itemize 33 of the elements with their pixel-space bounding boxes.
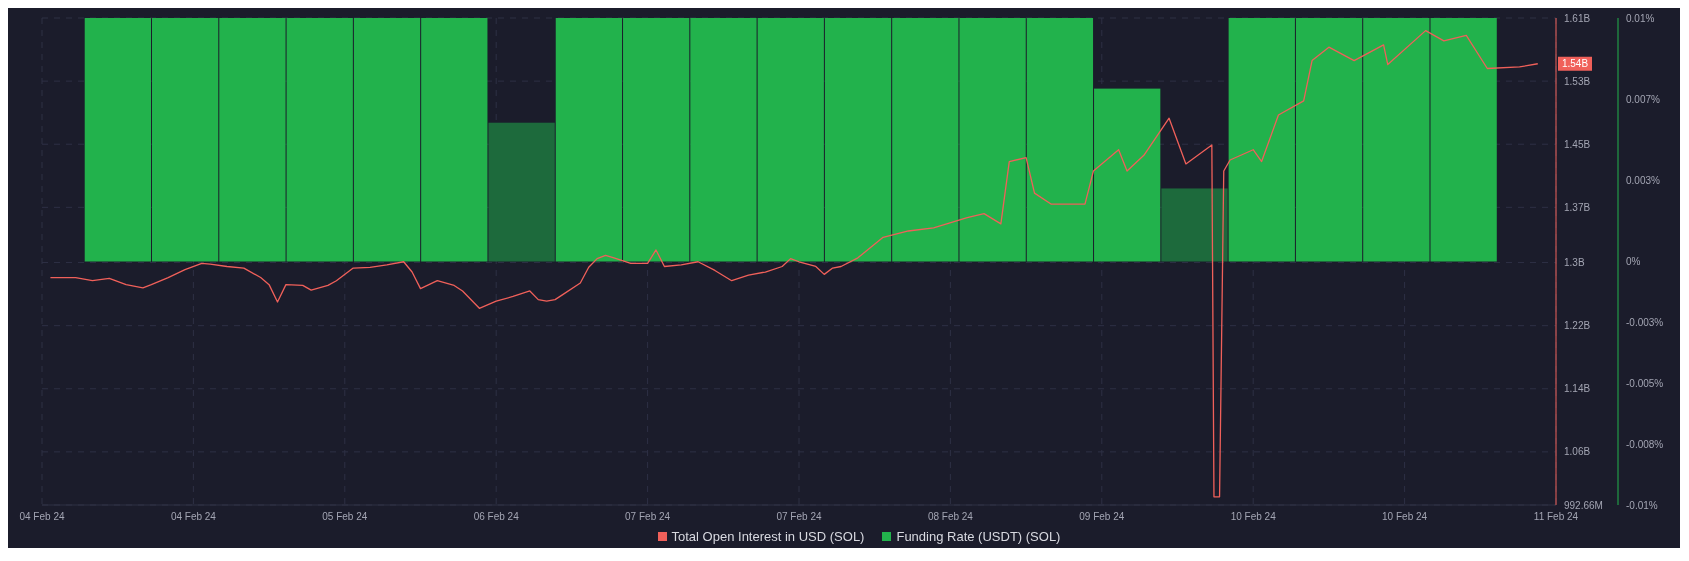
bar xyxy=(488,122,555,262)
x-tick-label: 04 Feb 24 xyxy=(170,511,217,523)
y2-tick-label: -0.005% xyxy=(1626,377,1664,389)
y-tick-label: 992.66M xyxy=(1564,499,1603,511)
y2-tick-label: 0.007% xyxy=(1626,93,1661,105)
y-tick-label: 1.53B xyxy=(1564,75,1591,87)
x-tick-label: 10 Feb 24 xyxy=(1230,511,1277,523)
y-tick-label: 1.45B xyxy=(1564,138,1591,150)
y2-tick-label: -0.003% xyxy=(1626,316,1664,328)
x-tick-label: 11 Feb 24 xyxy=(1533,511,1579,523)
y-tick-label: 1.37B xyxy=(1564,201,1591,213)
x-tick-label: 05 Feb 24 xyxy=(322,511,368,523)
x-tick-label: 04 Feb 24 xyxy=(19,511,65,523)
legend-label: Total Open Interest in USD (SOL) xyxy=(671,529,865,544)
x-tick-label: 09 Feb 24 xyxy=(1079,511,1125,523)
y2-tick-label: 0.003% xyxy=(1626,174,1661,186)
text: 1.54B xyxy=(1561,58,1589,70)
legend-label: Funding Rate (USDT) (SOL) xyxy=(896,529,1061,544)
x-tick-label: 08 Feb 24 xyxy=(927,511,974,523)
y2-tick-label: 0.01% xyxy=(1626,12,1655,24)
y2-tick-label: 0% xyxy=(1626,256,1641,268)
bar xyxy=(1161,188,1228,262)
x-tick-label: 07 Feb 24 xyxy=(625,511,671,523)
y-tick-label: 1.22B xyxy=(1564,320,1591,332)
y-tick-label: 1.3B xyxy=(1564,257,1585,269)
x-tick-label: 06 Feb 24 xyxy=(473,511,520,523)
x-tick-label: 10 Feb 24 xyxy=(1382,511,1428,523)
y-tick-label: 1.61B xyxy=(1564,12,1591,24)
y2-tick-label: -0.01% xyxy=(1626,499,1658,511)
y-tick-label: 1.06B xyxy=(1564,446,1591,458)
y-tick-label: 1.14B xyxy=(1564,383,1591,395)
x-tick-label: 07 Feb 24 xyxy=(776,511,822,523)
y2-tick-label: -0.008% xyxy=(1626,438,1664,450)
